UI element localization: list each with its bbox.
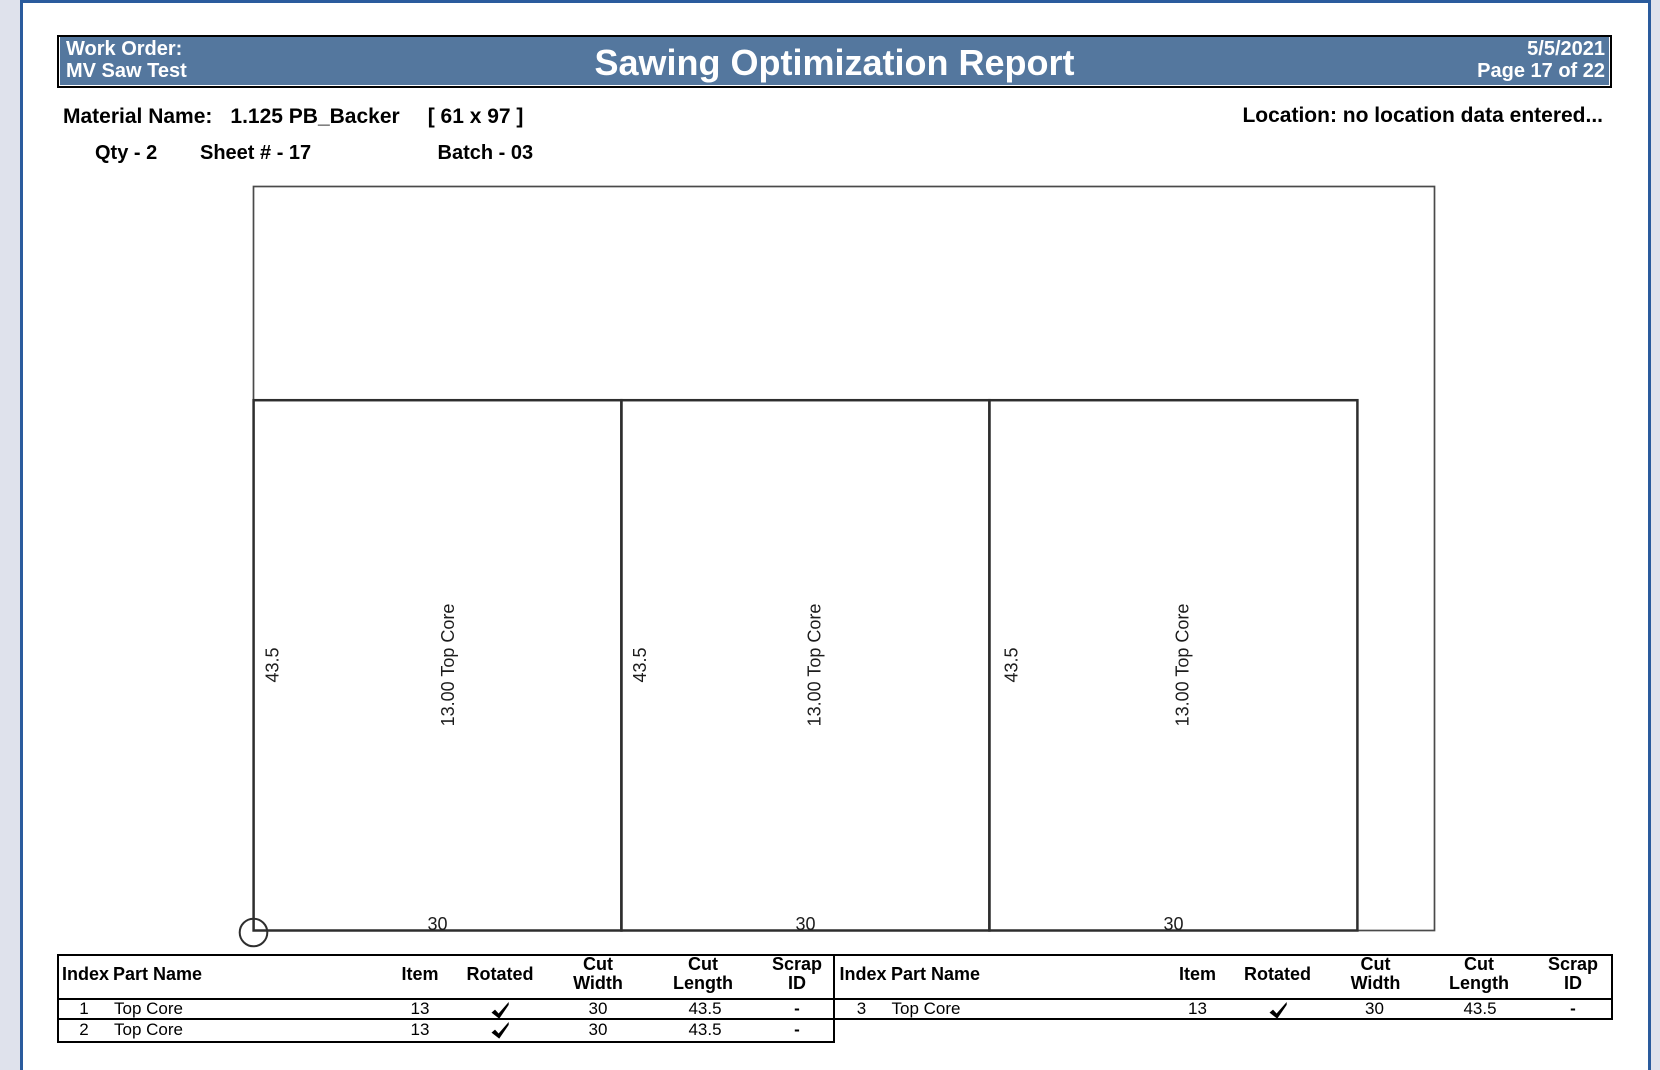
- svg-text:43.5: 43.5: [630, 647, 650, 682]
- svg-text:30: 30: [427, 914, 447, 934]
- svg-text:13.00 Top Core: 13.00 Top Core: [805, 604, 825, 727]
- svg-text:13.00 Top Core: 13.00 Top Core: [1173, 604, 1193, 727]
- svg-text:43.5: 43.5: [1002, 647, 1022, 682]
- svg-text:13.00 Top Core: 13.00 Top Core: [438, 604, 458, 727]
- svg-text:43.5: 43.5: [263, 647, 283, 682]
- svg-text:30: 30: [1163, 914, 1183, 934]
- svg-text:30: 30: [795, 914, 815, 934]
